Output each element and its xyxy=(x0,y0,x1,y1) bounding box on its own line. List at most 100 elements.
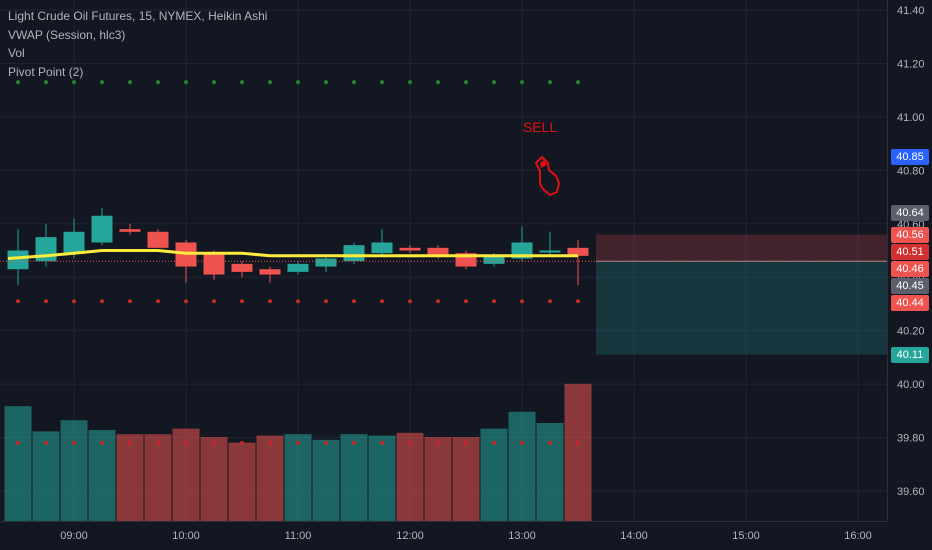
candle-body-17 xyxy=(483,255,505,264)
volume-bar-0 xyxy=(4,406,32,521)
price-tag-4: 40.46 xyxy=(891,260,929,277)
pivot-high-dot-14 xyxy=(408,80,412,85)
pivot-high-dot-0 xyxy=(16,80,20,85)
pivot-low-dot-20 xyxy=(576,299,580,304)
pivot-high-dot-4 xyxy=(128,80,132,85)
candle-body-9 xyxy=(259,269,281,275)
pivot-high-dot-7 xyxy=(212,80,216,85)
volume-bar-15 xyxy=(424,437,452,521)
pivot-points xyxy=(16,80,580,445)
stop-zone xyxy=(596,234,887,262)
candle-1 xyxy=(35,223,57,267)
short-position-box xyxy=(596,234,887,355)
price-tag-1: 40.64 xyxy=(891,205,929,222)
pivot-low-dot-8 xyxy=(240,299,244,304)
volume-bar-10 xyxy=(284,434,312,521)
price-tick-2: 40.00 xyxy=(897,379,925,391)
pivot-high-dot-16 xyxy=(464,80,468,85)
pivot-high-dot-19 xyxy=(548,80,552,85)
price-tick-3: 40.20 xyxy=(897,326,925,338)
candle-20 xyxy=(567,239,589,286)
pivot-low-dot-16 xyxy=(464,299,468,304)
pivot-low-dot-18 xyxy=(520,299,524,304)
pivot-low-dot-9 xyxy=(268,299,272,304)
candle-body-13 xyxy=(371,242,393,254)
candle-body-15 xyxy=(427,247,449,256)
volume-bar-11 xyxy=(312,439,340,521)
candle-body-8 xyxy=(231,263,253,272)
pivot-vol-dot-0 xyxy=(16,440,20,445)
pivot-vol-dot-12 xyxy=(352,440,356,445)
time-tick-2: 11:00 xyxy=(285,530,312,542)
pivot-vol-dot-17 xyxy=(492,440,496,445)
volume-bar-1 xyxy=(32,431,60,521)
volume-bars xyxy=(4,383,592,521)
indicator-pivot[interactable]: Pivot Point (2) xyxy=(8,64,84,79)
volume-bar-12 xyxy=(340,434,368,521)
pivot-low-dot-12 xyxy=(352,299,356,304)
candle-9 xyxy=(259,266,281,283)
candle-19 xyxy=(539,231,561,256)
pivot-low-dot-3 xyxy=(100,299,104,304)
pivot-vol-dot-3 xyxy=(100,440,104,445)
pivot-high-dot-3 xyxy=(100,80,104,85)
pivot-high-dot-6 xyxy=(184,80,188,85)
pivot-high-dot-20 xyxy=(576,80,580,85)
pivot-high-dot-12 xyxy=(352,80,356,85)
chart-legend: Light Crude Oil Futures, 15, NYMEX, Heik… xyxy=(8,7,267,81)
volume-bar-7 xyxy=(200,437,228,521)
pivot-low-dot-11 xyxy=(324,299,328,304)
pivot-low-dot-2 xyxy=(72,299,76,304)
price-tick-8: 41.20 xyxy=(897,58,925,70)
pivot-high-dot-17 xyxy=(492,80,496,85)
candle-body-3 xyxy=(91,215,113,243)
candle-body-11 xyxy=(315,258,337,267)
candle-body-10 xyxy=(287,263,309,272)
volume-bar-8 xyxy=(228,442,256,521)
pivot-vol-dot-5 xyxy=(156,440,160,445)
pivot-high-dot-15 xyxy=(436,80,440,85)
time-tick-0: 09:00 xyxy=(60,530,88,542)
volume-bar-4 xyxy=(116,434,144,521)
pivot-low-dot-14 xyxy=(408,299,412,304)
time-tick-1: 10:00 xyxy=(172,530,200,542)
symbol-title[interactable]: Light Crude Oil Futures, 15, NYMEX, Heik… xyxy=(8,9,268,23)
pivot-high-dot-5 xyxy=(156,80,160,85)
indicator-vol[interactable]: Vol xyxy=(8,46,25,60)
candle-8 xyxy=(231,261,253,278)
time-tick-3: 12:00 xyxy=(396,530,424,542)
pivot-high-dot-18 xyxy=(520,80,524,85)
indicator-vwap[interactable]: VWAP (Session, hlc3) xyxy=(8,27,126,42)
volume-bar-3 xyxy=(88,430,116,521)
candle-13 xyxy=(371,229,393,256)
pivot-low-dot-15 xyxy=(436,299,440,304)
pivot-vol-dot-16 xyxy=(464,440,468,445)
pivot-low-dot-5 xyxy=(156,299,160,304)
pivot-vol-dot-7 xyxy=(212,440,216,445)
time-axis: 09:00 10:00 11:00 12:00 13:00 14:00 15:00 16:00 xyxy=(60,530,872,542)
pivot-low-dot-10 xyxy=(296,299,300,304)
pivot-low-dot-7 xyxy=(212,299,216,304)
volume-bar-9 xyxy=(256,435,284,521)
sell-label: SELL xyxy=(523,119,557,135)
pivot-vol-dot-13 xyxy=(380,440,384,445)
candle-body-5 xyxy=(147,231,169,248)
price-tick-0: 39.60 xyxy=(897,486,925,498)
pivot-low-dot-17 xyxy=(492,299,496,304)
time-tick-5: 14:00 xyxy=(620,530,648,542)
price-tag-0: 40.85 xyxy=(891,149,929,165)
pivot-vol-dot-15 xyxy=(436,440,440,445)
candle-body-7 xyxy=(203,253,225,275)
price-tag-2: 40.56 xyxy=(891,226,929,243)
pivot-low-dot-0 xyxy=(16,299,20,304)
sell-annotation: SELL xyxy=(523,119,560,196)
volume-bar-13 xyxy=(368,435,396,521)
candle-body-0 xyxy=(7,250,29,270)
candle-body-20 xyxy=(567,247,589,256)
pivot-vol-dot-10 xyxy=(296,440,300,445)
candle-body-2 xyxy=(63,231,85,254)
pivot-high-dot-11 xyxy=(324,80,328,85)
pivot-vol-dot-4 xyxy=(128,440,132,445)
candle-body-19 xyxy=(539,250,561,253)
